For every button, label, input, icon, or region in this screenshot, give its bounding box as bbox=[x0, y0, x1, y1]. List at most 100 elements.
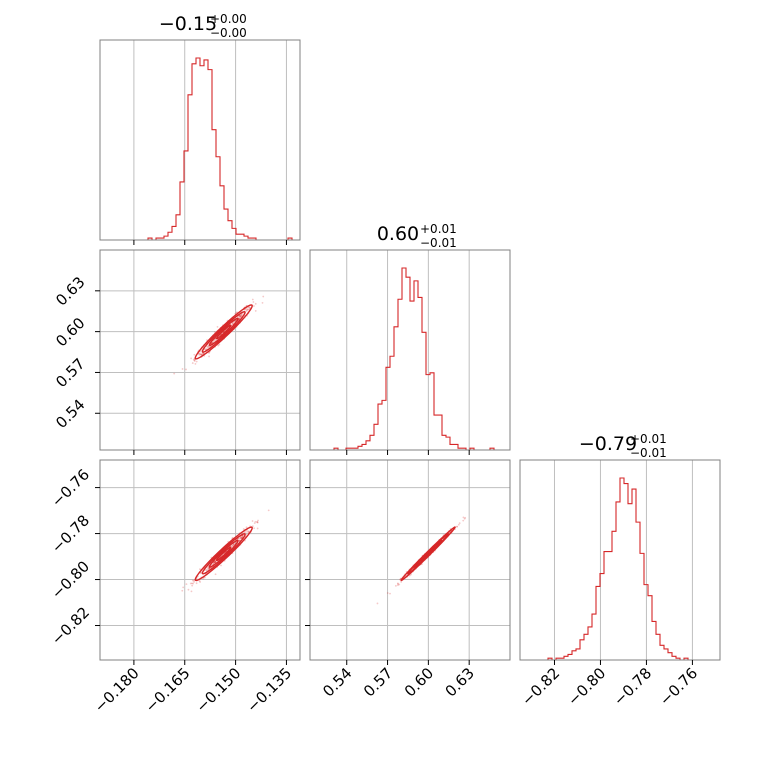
scatter-point bbox=[208, 352, 210, 354]
scatter-point bbox=[181, 368, 184, 370]
scatter-point bbox=[185, 368, 187, 371]
scatter-point bbox=[218, 343, 221, 346]
scatter-point bbox=[256, 521, 259, 523]
scatter-point bbox=[410, 573, 412, 576]
scatter-panel-0 bbox=[100, 250, 300, 450]
panel-title-upper-0: +0.00 bbox=[210, 12, 247, 26]
scatter-point bbox=[248, 306, 250, 309]
scatter-point bbox=[464, 516, 467, 519]
scatter-point bbox=[256, 521, 258, 523]
scatter-point bbox=[207, 345, 210, 348]
scatter-point bbox=[252, 301, 255, 303]
scatter-point bbox=[213, 561, 216, 564]
scatter-point bbox=[193, 581, 195, 583]
panel-title-upper-1: +0.01 bbox=[420, 222, 457, 236]
scatter-point bbox=[193, 359, 196, 362]
scatter-point bbox=[237, 538, 240, 540]
contour-0-0 bbox=[215, 324, 232, 340]
scatter-point bbox=[232, 544, 235, 546]
scatter-point bbox=[399, 578, 401, 581]
scatter-point bbox=[398, 583, 401, 586]
scatter-point bbox=[192, 582, 194, 585]
scatter-point bbox=[240, 314, 243, 317]
scatter-point bbox=[456, 525, 458, 528]
contour-1-1 bbox=[208, 539, 239, 568]
scatter-point bbox=[201, 353, 204, 356]
histogram-step-0 bbox=[100, 57, 300, 241]
scatter-point bbox=[207, 568, 209, 571]
scatter-panel-1 bbox=[100, 460, 300, 660]
scatter-point bbox=[248, 306, 251, 309]
scatter-point bbox=[239, 314, 242, 317]
scatter-point bbox=[254, 310, 257, 312]
scatter-point bbox=[213, 560, 216, 563]
scatter-point bbox=[231, 322, 234, 325]
histogram-panel-2 bbox=[520, 460, 720, 661]
scatter-point bbox=[456, 525, 458, 528]
scatter-point bbox=[208, 355, 210, 358]
scatter-point bbox=[193, 353, 196, 356]
x-tick-label-2-1: −0.80 bbox=[564, 664, 609, 709]
scatter-point bbox=[238, 315, 241, 318]
x-tick-label-1-0: 0.54 bbox=[319, 664, 355, 700]
scatter-point bbox=[235, 311, 238, 314]
scatter-point bbox=[462, 516, 465, 519]
y-tick-label-1-1: 0.57 bbox=[52, 355, 88, 391]
histogram-frame-2 bbox=[519, 459, 721, 661]
x-tick-label-0-0: −0.180 bbox=[91, 664, 143, 716]
scatter-point bbox=[198, 353, 201, 356]
scatter-point bbox=[243, 531, 246, 534]
scatter-frame-2 bbox=[309, 459, 511, 661]
scatter-point bbox=[195, 360, 198, 363]
panel-title-0: −0.15 bbox=[159, 13, 217, 35]
scatter-point bbox=[217, 344, 220, 347]
scatter-point bbox=[246, 308, 249, 311]
scatter-point bbox=[261, 301, 264, 304]
scatter-point bbox=[193, 359, 196, 362]
scatter-point bbox=[190, 582, 193, 585]
scatter-frame-0 bbox=[99, 249, 301, 451]
y-tick-label-1-0: 0.54 bbox=[52, 396, 88, 432]
scatter-point bbox=[238, 317, 241, 320]
scatter-point bbox=[394, 584, 397, 587]
y-tick-label-1-3: 0.63 bbox=[52, 273, 88, 309]
scatter-point bbox=[199, 568, 201, 571]
scatter-point bbox=[213, 331, 216, 333]
scatter-point bbox=[239, 537, 242, 540]
scatter-point bbox=[191, 584, 194, 587]
scatter-point bbox=[253, 522, 256, 525]
scatter-point bbox=[202, 352, 205, 355]
scatter-point bbox=[463, 517, 466, 520]
scatter-point bbox=[233, 543, 236, 546]
x-tick-label-1-3: 0.63 bbox=[442, 664, 478, 700]
contour-0-1 bbox=[208, 317, 239, 347]
contour-1-3 bbox=[194, 526, 253, 582]
x-tick-label-2-3: −0.76 bbox=[656, 664, 701, 709]
y-tick-label-2-3: −0.76 bbox=[48, 465, 93, 510]
scatter-point bbox=[214, 561, 217, 564]
scatter-point bbox=[190, 590, 193, 593]
scatter-point bbox=[241, 535, 244, 538]
scatter-point bbox=[408, 574, 411, 577]
scatter-point bbox=[181, 589, 184, 592]
scatter-point bbox=[200, 353, 203, 356]
scatter-point bbox=[256, 521, 259, 524]
panel-title-lower-0: −0.00 bbox=[210, 26, 247, 40]
scatter-point bbox=[251, 520, 254, 522]
scatter-point bbox=[251, 298, 254, 301]
scatter-point bbox=[256, 527, 259, 530]
scatter-point bbox=[245, 526, 248, 529]
scatter-point bbox=[198, 352, 200, 355]
scatter-point bbox=[239, 536, 242, 539]
x-tick-label-1-1: 0.57 bbox=[360, 664, 396, 700]
scatter-point bbox=[230, 545, 233, 547]
scatter-point bbox=[195, 582, 198, 585]
scatter-point bbox=[253, 305, 255, 307]
scatter-point bbox=[231, 544, 234, 547]
scatter-point bbox=[239, 315, 242, 317]
scatter-point bbox=[247, 530, 249, 533]
panel-title-upper-2: +0.01 bbox=[630, 432, 667, 446]
scatter-point bbox=[199, 353, 202, 356]
scatter-point bbox=[238, 317, 241, 320]
scatter-point bbox=[240, 537, 243, 539]
